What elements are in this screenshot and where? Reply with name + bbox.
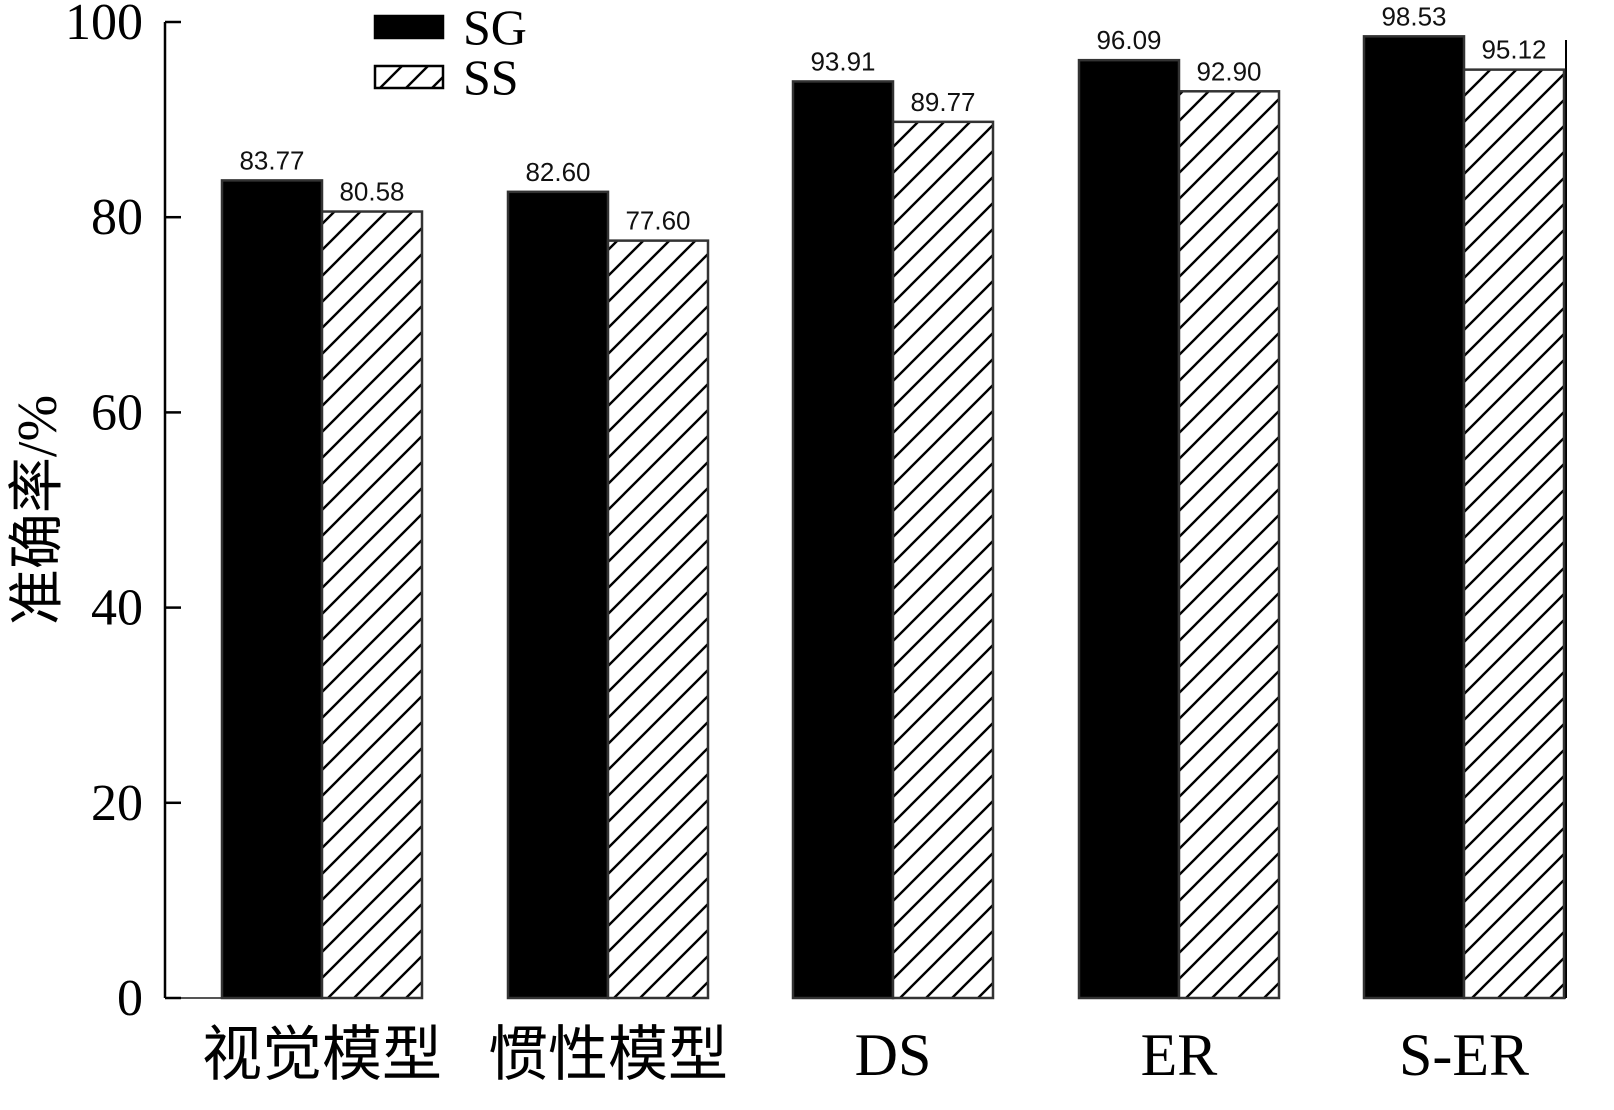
x-tick-label-4: S-ER: [1399, 1022, 1529, 1088]
bar-sg-4: [1362, 35, 1466, 1000]
data-label-ss-0: 80.58: [339, 177, 404, 207]
bar-ss-4: [1462, 68, 1566, 1000]
x-tick-label-1: 惯性模型: [488, 1022, 728, 1088]
legend-swatch-ss: [373, 64, 445, 90]
data-labels: 83.77 80.58 82.60 77.60 93.91 89.77 96.09 92.90…: [239, 1, 1546, 235]
data-label-ss-1: 77.60: [625, 206, 690, 236]
bar-ss-1: [606, 239, 710, 1000]
data-label-ss-4: 95.12: [1481, 35, 1546, 65]
legend-label-ss: SS: [463, 49, 519, 105]
legend-swatch-sg: [373, 14, 445, 40]
data-label-sg-4: 98.53: [1381, 1, 1446, 31]
data-label-ss-2: 89.77: [910, 87, 975, 117]
data-label-sg-1: 82.60: [525, 157, 590, 187]
data-label-sg-3: 96.09: [1096, 25, 1161, 55]
y-tick-label: 100: [65, 0, 143, 51]
bar-ss-0: [320, 210, 424, 1000]
x-tick-label-0: 视觉模型: [202, 1022, 442, 1088]
y-tick-label: 0: [117, 970, 143, 1027]
bar-sg-2: [791, 80, 895, 1000]
bar-ss-3: [1177, 90, 1281, 1000]
y-tick-label: 20: [91, 775, 143, 832]
data-label-sg-0: 83.77: [239, 145, 304, 175]
bar-sg-1: [506, 190, 610, 1000]
x-tick-label-2: DS: [855, 1022, 932, 1088]
bar-ss-2: [891, 120, 995, 1000]
data-label-ss-3: 92.90: [1196, 56, 1261, 86]
axes: 0 20 40 60 80 100 准确率/% 视觉模型 惯性模型 DS ER S-ER: [7, 0, 1567, 1088]
y-tick-label: 60: [91, 384, 143, 441]
bars: [220, 35, 1566, 1000]
y-tick-label: 80: [91, 189, 143, 246]
bar-sg-0: [220, 179, 324, 1000]
y-tick-label: 40: [91, 580, 143, 637]
bar-sg-3: [1077, 58, 1181, 1000]
y-axis-label: 准确率/%: [7, 395, 69, 625]
x-tick-label-3: ER: [1141, 1022, 1218, 1088]
legend-label-sg: SG: [463, 0, 527, 55]
data-label-sg-2: 93.91: [810, 46, 875, 76]
